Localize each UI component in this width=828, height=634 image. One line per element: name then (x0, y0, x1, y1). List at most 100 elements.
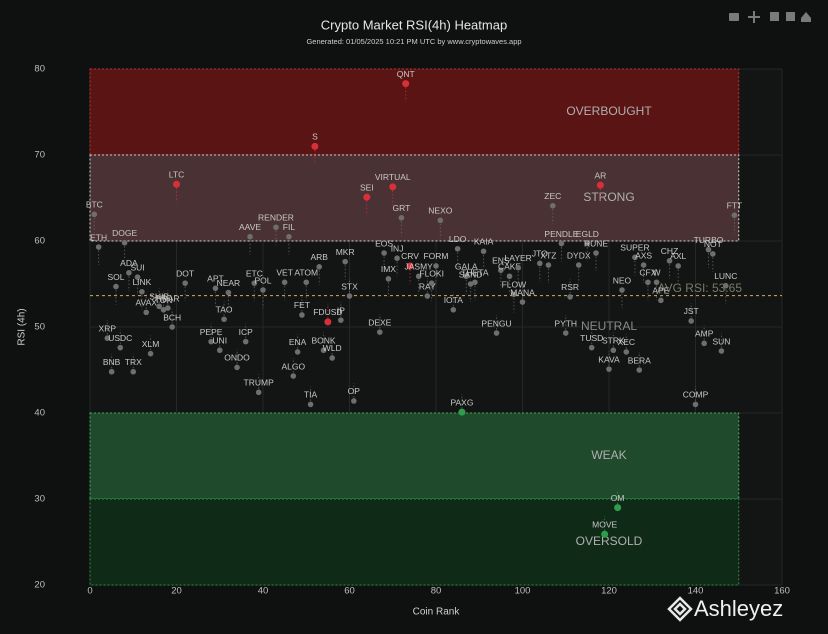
point (234, 364, 240, 371)
home-icon[interactable] (801, 12, 811, 22)
point-label: WLD (323, 343, 342, 353)
point-label: ICP (239, 327, 254, 337)
zoom-in-icon[interactable] (770, 12, 779, 21)
point (498, 267, 504, 274)
chart-title: Crypto Market RSI(4h) Heatmap (321, 17, 507, 32)
point (558, 240, 565, 247)
point-label: SOL (107, 272, 124, 282)
point-label: STX (341, 281, 358, 291)
point (722, 282, 729, 289)
zoom-out-icon[interactable] (786, 12, 795, 21)
point-label: CRV (401, 251, 419, 261)
point-label: XEC (618, 337, 635, 347)
point-label: ARB (310, 252, 328, 262)
point-label: BNB (103, 357, 121, 367)
point-label: AXS (635, 250, 652, 260)
point (433, 263, 439, 269)
point-label: SUN (712, 336, 730, 346)
point-label: ZEC (544, 191, 561, 201)
point (424, 293, 431, 299)
point (645, 279, 651, 286)
zone (89, 68, 740, 156)
point (718, 348, 725, 354)
point-label: BCH (163, 312, 181, 322)
point-label: PENDLE (544, 229, 578, 239)
point (710, 251, 716, 257)
point-label: TRUMP (244, 378, 275, 388)
point (299, 312, 305, 318)
point (406, 262, 414, 270)
point-label: BTC (86, 200, 103, 210)
point-label: NEO (613, 275, 632, 285)
point-label: STRK (602, 335, 625, 345)
point-label: ATOM (294, 268, 318, 278)
x-axis-label: Coin Rank (413, 607, 461, 618)
point-label: TURBO (694, 235, 724, 245)
point-label: POL (254, 275, 271, 285)
point-label: EGLD (576, 229, 599, 239)
point (303, 279, 310, 286)
point-label: PAXG (450, 397, 473, 407)
point (450, 307, 457, 313)
point-label: INJ (391, 243, 404, 253)
y-axis-label: RSI (4h) (17, 308, 28, 345)
point-label: UNI (212, 335, 227, 345)
point-label: LDO (449, 234, 467, 244)
point-label: JST (684, 306, 699, 316)
point-label: SHIB (149, 292, 169, 302)
point (273, 224, 279, 231)
point (692, 401, 699, 408)
point-label: GRT (393, 203, 411, 213)
point-label: ENA (289, 337, 307, 347)
point (454, 245, 461, 252)
zone (89, 154, 740, 242)
toolbar (729, 11, 811, 23)
point (467, 281, 474, 287)
point-label: TUSD (580, 333, 603, 343)
point-label: RSR (561, 282, 579, 292)
point (675, 263, 681, 269)
point-label: SEI (360, 182, 374, 192)
zone-label: NEUTRAL (581, 319, 637, 333)
point (394, 255, 400, 261)
point-label: FLOKI (419, 268, 444, 278)
point (139, 288, 145, 295)
point (225, 289, 232, 296)
point (632, 254, 638, 261)
point-label: JASMY (405, 262, 434, 272)
point-label: FDUSD (313, 307, 342, 317)
y-tick-label: 80 (34, 64, 45, 75)
point (247, 233, 253, 240)
point-label: FET (294, 300, 310, 310)
x-tick-label: 140 (688, 586, 704, 597)
point (480, 248, 487, 255)
point-label: NEAR (217, 278, 241, 288)
watermark-text: Ashleyez (694, 596, 783, 621)
point (381, 250, 387, 256)
camera-icon[interactable] (729, 13, 739, 21)
point-label: OM (611, 493, 625, 503)
point (294, 349, 301, 355)
y-tick-label: 60 (34, 236, 45, 247)
point (636, 367, 643, 373)
point (121, 239, 128, 246)
point-label: ADA (120, 258, 138, 268)
point-label: CHZ (661, 246, 678, 256)
point-label: LAYER (505, 253, 532, 263)
point (584, 240, 591, 247)
point (463, 273, 470, 280)
point (143, 309, 150, 316)
point-label: MKR (336, 247, 355, 257)
point (606, 366, 612, 372)
point (385, 276, 392, 282)
point-label: FIL (283, 222, 296, 232)
y-tick-label: 50 (34, 322, 45, 333)
point (376, 329, 383, 335)
point (623, 349, 630, 355)
pan-icon[interactable] (748, 11, 760, 23)
point (104, 335, 111, 341)
point-label: KAVA (598, 354, 620, 364)
point-label: IOTA (444, 295, 464, 305)
point-label: LTC (169, 169, 184, 179)
